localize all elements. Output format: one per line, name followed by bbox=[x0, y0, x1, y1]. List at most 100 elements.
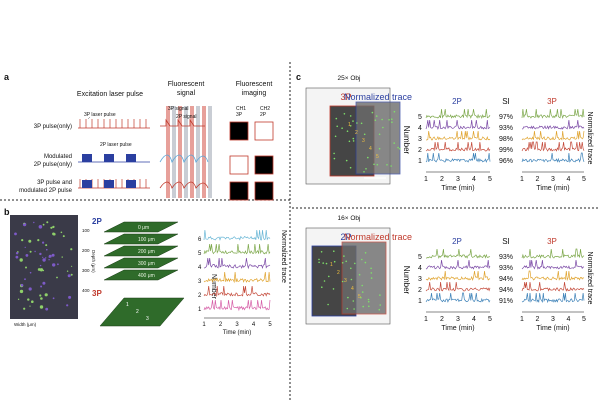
trace-3p-top bbox=[521, 141, 585, 152]
volume-cell bbox=[24, 246, 26, 248]
trace-2p-bottom bbox=[425, 292, 491, 303]
image-ch1 bbox=[229, 155, 249, 175]
si-value-bottom: 94% bbox=[499, 287, 513, 294]
row-number-bottom: 1 bbox=[418, 298, 422, 305]
image-cell bbox=[348, 140, 351, 143]
row-number-top: 1 bbox=[418, 158, 422, 165]
panel-letter-a: a bbox=[4, 72, 10, 82]
image-cell bbox=[336, 125, 339, 128]
traces-head-3p: 3P bbox=[547, 237, 557, 246]
image-cell bbox=[333, 250, 335, 252]
volume-cell bbox=[20, 283, 24, 287]
row-number-bottom: 5 bbox=[418, 254, 422, 261]
si-value-top: 96% bbox=[499, 158, 513, 165]
panel-letter-c: c bbox=[296, 72, 301, 82]
plane-cell-number: 1 bbox=[126, 302, 129, 308]
trace-line bbox=[203, 271, 271, 284]
si-value-bottom: 93% bbox=[499, 265, 513, 272]
trace-line bbox=[203, 243, 271, 255]
image-cell bbox=[370, 272, 373, 274]
xtick-3p-top: 2 bbox=[536, 176, 540, 183]
volume-cell bbox=[62, 235, 65, 238]
image-cell bbox=[352, 120, 354, 122]
traces-head-si: SI bbox=[502, 237, 510, 246]
laser-2p-pulse bbox=[104, 154, 114, 162]
signal-3p-band bbox=[178, 106, 182, 198]
trace-xtick: 1 bbox=[202, 322, 206, 328]
volume-cell bbox=[28, 239, 32, 243]
image-cell bbox=[328, 275, 330, 278]
volume-cell bbox=[21, 239, 24, 242]
trace-xtick: 4 bbox=[252, 322, 256, 328]
image-cell bbox=[364, 252, 367, 254]
trace-row-number: 4 bbox=[198, 265, 202, 271]
si-value-bottom: 91% bbox=[499, 298, 513, 305]
trace-3p-bottom bbox=[521, 281, 585, 292]
volume-cell bbox=[39, 305, 44, 309]
traces-xlabel: Time (min) bbox=[223, 330, 251, 336]
depth-label: 300 μm bbox=[138, 261, 155, 267]
image-cell bbox=[353, 308, 355, 310]
traces-ylabel: Number bbox=[210, 274, 217, 300]
trace-3p-top bbox=[521, 130, 585, 141]
xlabel-2p-top: Time (min) bbox=[441, 185, 474, 192]
trace-line bbox=[203, 229, 271, 241]
image-cell bbox=[352, 300, 355, 302]
image-left-label: 2P bbox=[340, 232, 351, 242]
objective-label-top: 25× Obj bbox=[338, 75, 361, 82]
xtick-3p-top: 1 bbox=[520, 176, 524, 183]
volume-cell bbox=[52, 297, 55, 300]
image-cell bbox=[367, 300, 370, 303]
volume-cell bbox=[44, 293, 48, 297]
volume-cell bbox=[66, 270, 69, 272]
volume-cell bbox=[45, 244, 48, 247]
image-ch2 bbox=[254, 155, 274, 175]
image-cell bbox=[335, 117, 338, 120]
image-cell-number: 5 bbox=[376, 154, 379, 160]
depth-plane bbox=[103, 257, 179, 269]
volume-cell bbox=[14, 232, 17, 236]
volume-cell bbox=[23, 222, 25, 225]
image-cell bbox=[371, 111, 374, 114]
xtick-2p-top: 3 bbox=[456, 176, 460, 183]
volume-cell bbox=[31, 300, 34, 304]
trace-xtick: 5 bbox=[268, 322, 272, 328]
laser-3p-arrow bbox=[87, 116, 91, 120]
row-number-top: 2 bbox=[418, 147, 422, 154]
image-cell bbox=[334, 135, 337, 138]
volume-cell bbox=[34, 250, 36, 253]
volume-cell bbox=[60, 231, 63, 234]
image-cell-number: 3 bbox=[362, 138, 365, 144]
stack-label-3p: 3P bbox=[92, 289, 102, 298]
image-cell bbox=[320, 251, 323, 253]
image-cell bbox=[388, 119, 390, 121]
volume-cell bbox=[48, 254, 52, 258]
row-label-1: Modulated bbox=[44, 154, 72, 160]
volume-cell bbox=[42, 241, 45, 244]
image-right bbox=[341, 241, 387, 315]
image-ch1 bbox=[229, 121, 249, 141]
image-cell bbox=[378, 308, 381, 311]
signal-3p-label: 3P signal bbox=[168, 106, 188, 112]
image-cell bbox=[318, 258, 320, 261]
image-cell-number: 2 bbox=[355, 130, 358, 136]
depth-plane bbox=[103, 269, 179, 281]
volume-cell bbox=[37, 239, 40, 242]
xtick-3p-bottom: 4 bbox=[567, 316, 571, 323]
volume-width-label: Width (μm) bbox=[14, 322, 37, 327]
volume-cell bbox=[24, 278, 26, 281]
volume-cell bbox=[70, 273, 73, 276]
volume-cell bbox=[39, 264, 42, 267]
panel-letter-b: b bbox=[4, 207, 10, 217]
volume-cell bbox=[56, 276, 58, 279]
volume-cell bbox=[29, 271, 32, 274]
volume-cell bbox=[71, 265, 73, 267]
trace-row-number: 2 bbox=[198, 293, 202, 299]
laser-3p-label: 3P laser pulse bbox=[84, 112, 116, 118]
volume-cell bbox=[39, 294, 42, 297]
col-header-2: imaging bbox=[242, 90, 267, 97]
trace-2p-top bbox=[425, 141, 491, 152]
image-cell bbox=[367, 156, 369, 159]
trace-row-number: 5 bbox=[198, 251, 202, 257]
channel-label: 2P bbox=[260, 112, 267, 118]
